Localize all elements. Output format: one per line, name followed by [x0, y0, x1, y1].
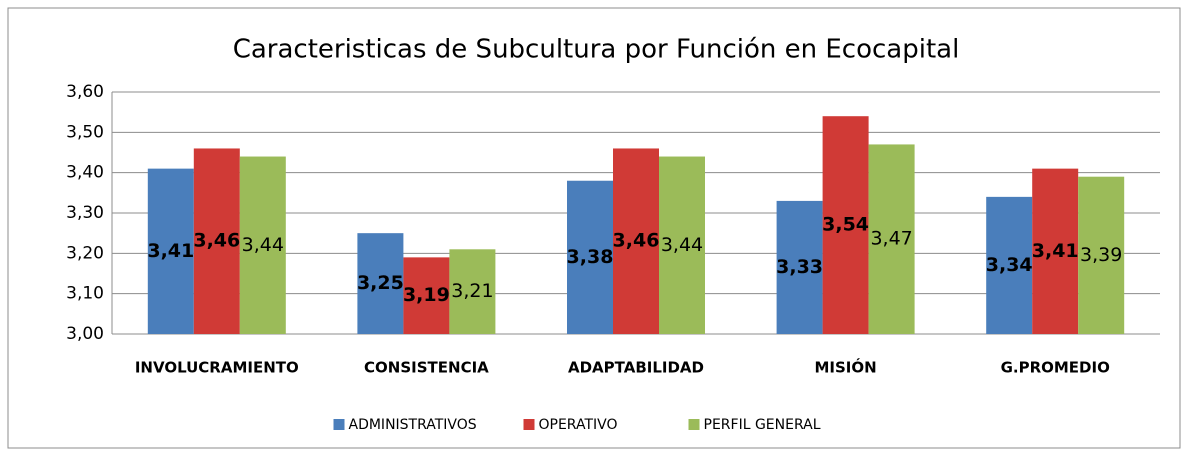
legend-swatch: [523, 419, 535, 430]
legend-label: OPERATIVO: [539, 417, 618, 433]
data-label: 3,46: [193, 230, 240, 252]
bar: [776, 200, 823, 334]
bar: [868, 144, 915, 334]
data-label: 3,34: [986, 254, 1033, 276]
y-tick-label: 3,20: [66, 243, 104, 263]
bar: [1032, 168, 1079, 334]
bar: [147, 168, 194, 334]
y-tick-label: 3,40: [66, 163, 104, 183]
x-tick-label: MISIÓN: [814, 358, 876, 377]
bar: [822, 116, 869, 334]
bar: [449, 249, 496, 334]
data-label: 3,41: [1032, 240, 1079, 262]
bar: [403, 257, 450, 334]
bar: [567, 180, 613, 334]
data-label: 3,41: [147, 240, 194, 262]
data-label: 3,25: [357, 272, 404, 294]
bar: [986, 196, 1033, 334]
y-tick-label: 3,00: [66, 324, 104, 344]
data-label: 3,39: [1080, 244, 1122, 266]
bar: [659, 156, 705, 334]
data-label: 3,54: [822, 214, 869, 236]
bar: [193, 148, 240, 334]
legend-swatch: [333, 419, 345, 430]
bar: [357, 233, 404, 334]
x-tick-label: CONSISTENCIA: [364, 359, 489, 377]
legend-swatch: [688, 419, 700, 430]
data-label: 3,33: [776, 256, 823, 278]
legend-label: ADMINISTRATIVOS: [349, 417, 477, 433]
data-label: 3,47: [870, 228, 912, 250]
y-tick-label: 3,30: [66, 203, 104, 223]
data-label: 3,19: [403, 284, 450, 306]
bar: [239, 156, 286, 334]
bar: [1078, 176, 1125, 334]
chart-title: Caracteristicas de Subcultura por Funció…: [233, 35, 960, 65]
bar: [613, 148, 659, 334]
x-tick-label: INVOLUCRAMIENTO: [135, 359, 299, 377]
y-tick-label: 3,60: [66, 82, 104, 102]
data-label: 3,46: [613, 230, 660, 252]
y-tick-label: 3,50: [66, 122, 104, 142]
legend-label: PERFIL GENERAL: [704, 417, 821, 433]
x-tick-label: ADAPTABILIDAD: [568, 359, 704, 377]
x-tick-label: G.PROMEDIO: [1001, 359, 1110, 377]
data-label: 3,44: [661, 234, 703, 256]
data-label: 3,44: [242, 234, 284, 256]
data-label: 3,38: [567, 246, 614, 268]
data-label: 3,21: [451, 280, 493, 302]
y-tick-label: 3,10: [66, 284, 104, 304]
